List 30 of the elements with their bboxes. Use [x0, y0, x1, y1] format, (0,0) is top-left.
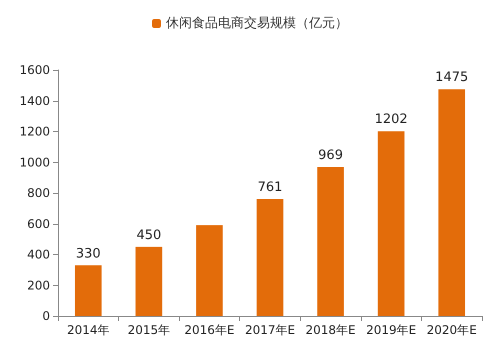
- bar: [256, 198, 284, 316]
- bar: [136, 246, 162, 316]
- x-tick-label: 2014年: [67, 323, 110, 337]
- x-tick-label: 2017年E: [244, 323, 296, 337]
- x-tick-label: 2016年E: [184, 323, 234, 337]
- data-label: 450: [136, 228, 162, 243]
- y-tick-label: 1400: [19, 94, 50, 108]
- bar: [378, 131, 404, 316]
- y-tick-label: 0: [42, 309, 50, 323]
- x-tick-label: 2020年E: [426, 323, 477, 337]
- x-tick-label: 2019年E: [366, 323, 416, 337]
- data-label: 1475: [435, 70, 468, 86]
- data-label: 330: [76, 246, 101, 262]
- bar: [196, 225, 223, 316]
- bar: [438, 89, 466, 316]
- x-tick-label: 2018年E: [306, 323, 356, 337]
- y-tick-label: 1200: [19, 124, 50, 138]
- x-tick-label: 2015年: [128, 323, 170, 337]
- y-tick-label: 400: [27, 248, 50, 262]
- bar: [317, 167, 344, 316]
- y-tick-label: 1000: [19, 155, 50, 170]
- data-label: 969: [318, 148, 343, 164]
- legend-label: 休闲食品电商交易规模（亿元）: [166, 15, 348, 31]
- data-label: 761: [258, 180, 282, 195]
- y-tick-label: 200: [27, 278, 50, 292]
- y-tick-label: 1600: [19, 63, 50, 77]
- y-tick-label: 600: [27, 216, 50, 231]
- data-label: 1202: [374, 112, 408, 128]
- y-tick-label: 800: [27, 186, 50, 200]
- bar: [74, 265, 102, 316]
